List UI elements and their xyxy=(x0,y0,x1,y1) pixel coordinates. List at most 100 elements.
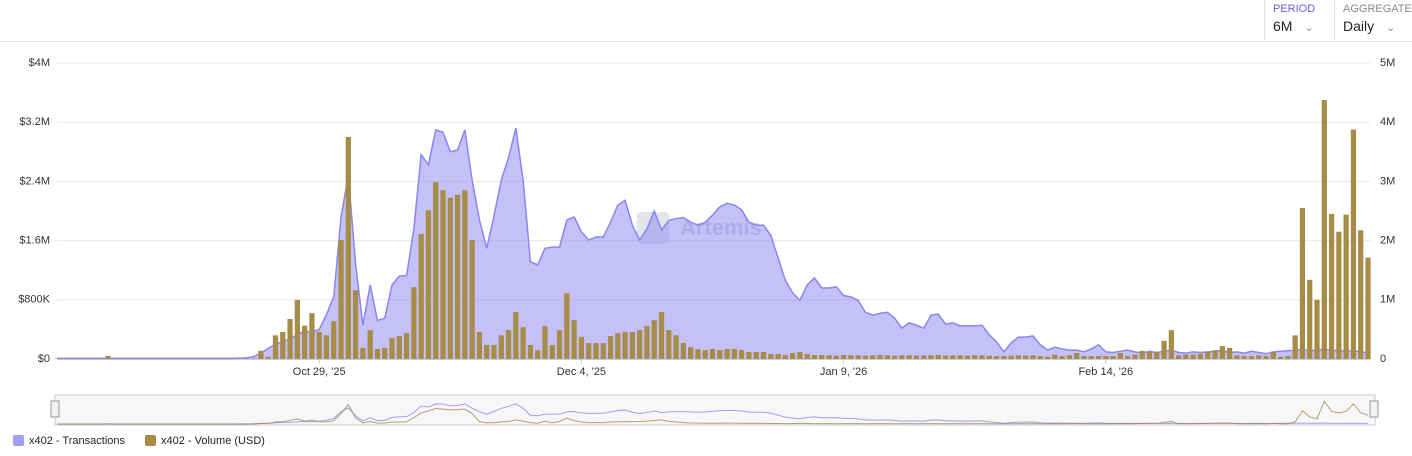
navigator[interactable] xyxy=(54,394,1376,426)
bar xyxy=(1277,356,1284,359)
y-tick-label: $800K xyxy=(18,294,50,306)
bar xyxy=(1234,355,1240,359)
bar xyxy=(717,350,723,359)
bar xyxy=(840,354,847,359)
bar xyxy=(382,347,388,359)
bar xyxy=(425,210,432,359)
bar xyxy=(578,336,585,359)
y-tick-label: $0 xyxy=(38,353,50,365)
bar xyxy=(622,331,628,359)
bar xyxy=(462,190,468,359)
bar xyxy=(338,239,344,359)
bar xyxy=(789,353,796,359)
y2-tick-label: 1M xyxy=(1380,294,1395,306)
bar xyxy=(1074,353,1080,359)
bar xyxy=(651,320,657,359)
bar xyxy=(775,353,781,359)
bar xyxy=(287,319,293,359)
bar xyxy=(476,331,483,359)
bar xyxy=(688,347,694,359)
bar xyxy=(513,312,519,359)
x-tick-label: Feb 14, '26 xyxy=(1078,366,1133,378)
bar xyxy=(258,350,264,359)
bar xyxy=(1270,351,1276,359)
navigator-series xyxy=(57,400,1369,425)
bar xyxy=(1205,351,1211,359)
bar xyxy=(367,330,373,359)
aggregate-value: Daily ⌄ xyxy=(1343,18,1396,34)
bar xyxy=(1015,355,1022,359)
bar xyxy=(884,355,890,359)
bar xyxy=(1292,335,1298,359)
y-tick-label: $2.4M xyxy=(19,175,50,187)
legend-label: x402 - Volume (USD) xyxy=(161,435,265,447)
bar xyxy=(1161,340,1167,359)
x-tick-label: Jan 9, '26 xyxy=(820,366,867,378)
bar xyxy=(1197,353,1204,359)
bar xyxy=(586,343,592,359)
bar xyxy=(782,355,788,359)
bar xyxy=(833,355,839,359)
bar xyxy=(811,355,818,359)
x-tick-label: Oct 29, '25 xyxy=(293,366,346,378)
y-tick-label: $4M xyxy=(29,57,50,69)
bar xyxy=(935,354,941,359)
bar xyxy=(768,353,774,359)
bar xyxy=(360,347,366,359)
bar xyxy=(556,330,563,359)
bar xyxy=(739,350,745,359)
bar xyxy=(542,326,548,359)
bar xyxy=(265,356,271,359)
bar xyxy=(1081,356,1087,359)
bar xyxy=(505,330,512,359)
navigator-handle[interactable] xyxy=(1369,400,1379,418)
bar xyxy=(1241,356,1247,359)
bar xyxy=(1248,356,1255,359)
bar xyxy=(418,233,424,359)
bar xyxy=(760,351,767,359)
bar xyxy=(411,287,417,359)
bar xyxy=(753,351,759,359)
bar xyxy=(535,350,541,359)
navigator-handle[interactable] xyxy=(50,400,60,418)
bar xyxy=(571,320,577,359)
bar xyxy=(331,321,337,359)
period-select[interactable]: PERIOD 6M ⌄ xyxy=(1264,0,1335,40)
bar xyxy=(848,355,854,359)
bar xyxy=(993,356,1000,359)
bar xyxy=(491,344,497,359)
bar xyxy=(1299,208,1306,359)
bar xyxy=(891,355,898,359)
bar xyxy=(607,336,614,359)
bar xyxy=(1212,350,1218,359)
bar xyxy=(1336,231,1342,359)
bar xyxy=(673,335,679,359)
bar xyxy=(1183,354,1189,359)
legend-label: x402 - Transactions xyxy=(29,435,125,447)
bar xyxy=(1256,355,1262,359)
bar xyxy=(1285,356,1291,359)
period-label: PERIOD xyxy=(1273,3,1316,15)
bar xyxy=(440,190,446,359)
bar xyxy=(1117,353,1123,359)
y2-tick-label: 0 xyxy=(1380,353,1386,365)
bar xyxy=(389,337,395,359)
bar xyxy=(862,355,869,359)
bar xyxy=(396,336,402,359)
bar xyxy=(272,335,279,359)
aggregate-select[interactable]: AGGREGATE Daily ⌄ xyxy=(1334,0,1412,40)
bar xyxy=(702,350,708,359)
bar xyxy=(979,355,985,359)
bar xyxy=(1343,214,1349,359)
bar xyxy=(921,355,927,359)
bar xyxy=(105,356,111,359)
bar xyxy=(680,343,686,359)
bar xyxy=(309,313,315,359)
bar xyxy=(1314,299,1320,359)
bar xyxy=(403,333,410,359)
bar xyxy=(447,197,453,359)
bar xyxy=(600,343,606,359)
bar xyxy=(877,354,883,359)
bar xyxy=(1001,356,1007,359)
